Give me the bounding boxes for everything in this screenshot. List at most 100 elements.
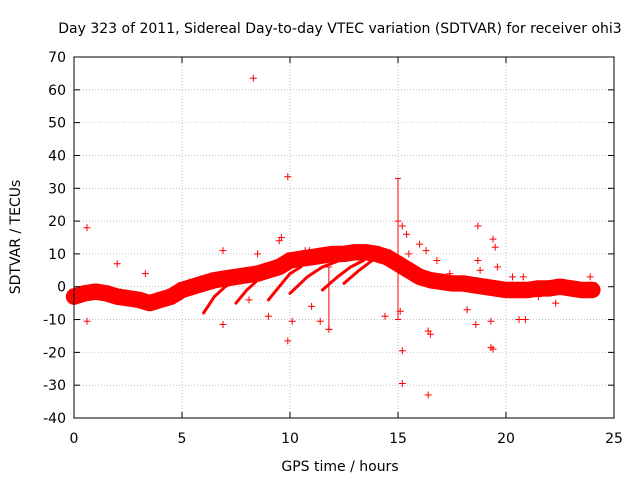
data-point — [381, 312, 389, 320]
data-point — [284, 337, 292, 345]
data-point — [493, 263, 501, 271]
data-point — [488, 280, 495, 287]
data-point — [491, 243, 499, 251]
data-point — [290, 252, 297, 259]
data-point — [416, 240, 424, 248]
data-point — [472, 321, 480, 328]
data-point — [344, 245, 351, 252]
data-point — [560, 278, 567, 285]
data-arc — [320, 259, 365, 292]
y-tick-label: 40 — [48, 148, 66, 164]
data-point — [449, 285, 455, 292]
data-point — [106, 285, 113, 292]
data-point — [398, 347, 406, 355]
data-point — [308, 259, 315, 266]
data-point — [78, 285, 85, 292]
data-point — [85, 285, 92, 292]
data-point — [240, 267, 247, 274]
x-axis-label: GPS time / hours — [281, 459, 398, 475]
data-point — [495, 280, 502, 287]
data-point — [203, 275, 210, 282]
data-point — [83, 317, 91, 325]
data-layer — [65, 74, 601, 399]
data-point — [424, 272, 431, 279]
y-tick-label: 70 — [48, 50, 66, 66]
data-point — [149, 295, 156, 302]
data-point — [430, 272, 437, 279]
data-point — [459, 285, 466, 292]
data-point — [474, 222, 482, 230]
data-point — [524, 291, 531, 298]
data-point — [305, 247, 313, 255]
data-point — [95, 283, 102, 290]
data-point — [405, 272, 412, 279]
data-point — [141, 270, 149, 278]
data-point — [117, 288, 124, 295]
y-tick-label: 20 — [48, 214, 66, 230]
data-point — [143, 295, 150, 302]
data-point — [416, 278, 423, 285]
data-point — [100, 285, 107, 292]
data-point — [552, 299, 560, 307]
data-point — [489, 345, 497, 353]
grid-layer — [74, 57, 614, 418]
data-point — [391, 255, 398, 262]
data-point — [287, 262, 293, 269]
data-point — [283, 252, 290, 259]
data-point — [319, 257, 326, 264]
y-tick-label: 60 — [48, 83, 66, 99]
data-arc — [234, 272, 270, 305]
data-point — [473, 277, 480, 284]
data-point — [359, 244, 366, 251]
data-point — [113, 260, 121, 268]
data-point — [422, 247, 430, 255]
data-point — [154, 291, 161, 298]
data-point — [409, 262, 416, 269]
data-point — [294, 250, 301, 257]
x-axis: 0 5 10 15 20 25 — [70, 57, 623, 447]
data-point — [325, 325, 333, 333]
data-point — [405, 250, 413, 258]
data-point — [510, 282, 517, 289]
data-point — [557, 288, 563, 295]
data-point — [277, 234, 285, 241]
data-point — [426, 330, 434, 338]
data-point — [365, 244, 372, 251]
data-point — [403, 230, 411, 238]
data-point — [214, 272, 221, 279]
data-point — [160, 291, 167, 298]
data-point — [114, 298, 121, 305]
data-point — [308, 302, 316, 310]
data-point — [92, 293, 99, 300]
data-point — [413, 268, 420, 275]
data-point — [487, 317, 495, 325]
data-point — [586, 273, 594, 281]
data-point — [264, 312, 272, 320]
data-point — [546, 290, 553, 297]
x-tick-label: 5 — [178, 431, 187, 447]
data-point — [225, 270, 232, 277]
data-point — [463, 306, 471, 314]
data-point — [474, 257, 482, 264]
data-point — [81, 295, 88, 302]
data-point — [586, 282, 593, 289]
data-point — [103, 295, 110, 302]
y-tick-label: 30 — [48, 181, 66, 197]
data-point — [301, 250, 308, 257]
data-point — [175, 282, 182, 289]
data-point — [83, 224, 91, 232]
data-arc — [288, 259, 342, 295]
data-point — [519, 273, 527, 281]
data-point — [589, 291, 596, 298]
data-point — [251, 265, 258, 272]
data-band — [65, 244, 601, 312]
data-point — [476, 266, 484, 274]
y-axis: -40 -30 -20 -10 0 10 20 30 40 50 60 70 — [43, 50, 614, 427]
data-point — [330, 255, 337, 262]
data-point — [387, 249, 394, 256]
data-point — [433, 257, 441, 264]
data-point — [567, 290, 574, 297]
data-point — [402, 262, 409, 269]
data-point — [348, 244, 355, 251]
data-point — [128, 290, 135, 297]
